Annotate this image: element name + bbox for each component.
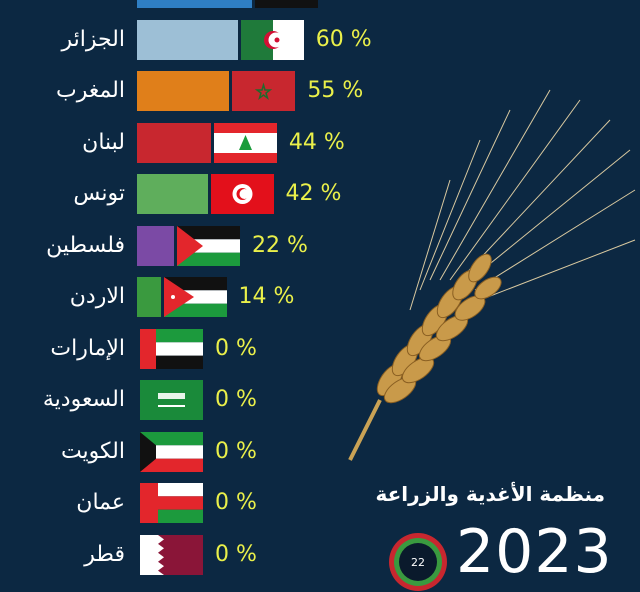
- flag-black-flag: [255, 0, 318, 8]
- category-label: الجزائر: [61, 26, 125, 52]
- bar: [137, 174, 208, 214]
- category-label: الاردن: [69, 284, 125, 309]
- bar: [137, 277, 161, 317]
- category-label: قطر: [84, 541, 125, 567]
- value-label: 55 %: [307, 78, 364, 103]
- value-label: 0 %: [215, 490, 257, 515]
- flag-palestine: [176, 225, 240, 266]
- value-label: 44 %: [288, 129, 345, 155]
- bar: [137, 19, 238, 60]
- bar: [137, 122, 211, 163]
- year-label: 2023: [456, 517, 613, 587]
- value-label: 0 %: [215, 335, 257, 361]
- value-label: 14 %: [238, 284, 295, 309]
- value-label: 60 %: [315, 26, 372, 52]
- category-label: تونس: [73, 181, 125, 206]
- value-label: 22 %: [251, 232, 308, 258]
- flag-kuwait: [140, 431, 203, 472]
- category-label: الإمارات: [50, 335, 125, 361]
- bar: [137, 71, 230, 111]
- value-label: 42 %: [285, 181, 342, 206]
- logo: 22: [389, 533, 447, 591]
- category-label: السعودية: [42, 387, 125, 412]
- flag-algeria: [240, 19, 304, 60]
- category-label: لبنان: [82, 129, 125, 155]
- value-label: 0 %: [215, 438, 257, 464]
- flag-oman: [140, 483, 203, 523]
- flag-qatar: [140, 534, 203, 575]
- flag-uae: [140, 328, 203, 369]
- flag-saudi-arabia: [140, 380, 203, 420]
- flag-morocco: [232, 71, 296, 111]
- category-label: الكويت: [60, 438, 125, 464]
- value-label: 0 %: [215, 541, 257, 567]
- category-label: عمان: [76, 490, 125, 515]
- wheat-illustration: [348, 89, 636, 461]
- flag-tunisia: [210, 174, 274, 214]
- value-label: 0 %: [215, 387, 257, 412]
- bar: [137, 0, 252, 8]
- organization-title: منظمة الأغدية والزراعة: [375, 482, 606, 506]
- category-label: المغرب: [56, 78, 125, 103]
- flag-jordan: [163, 277, 227, 317]
- logo-text: 22: [411, 556, 425, 569]
- bar-chart: الجزائر 60 % المغرب 55 % لبنان 44 % تونس 42 % فل…: [42, 0, 372, 575]
- bar: [137, 225, 174, 266]
- flag-lebanon: [213, 122, 277, 163]
- category-label: فلسطين: [46, 232, 125, 258]
